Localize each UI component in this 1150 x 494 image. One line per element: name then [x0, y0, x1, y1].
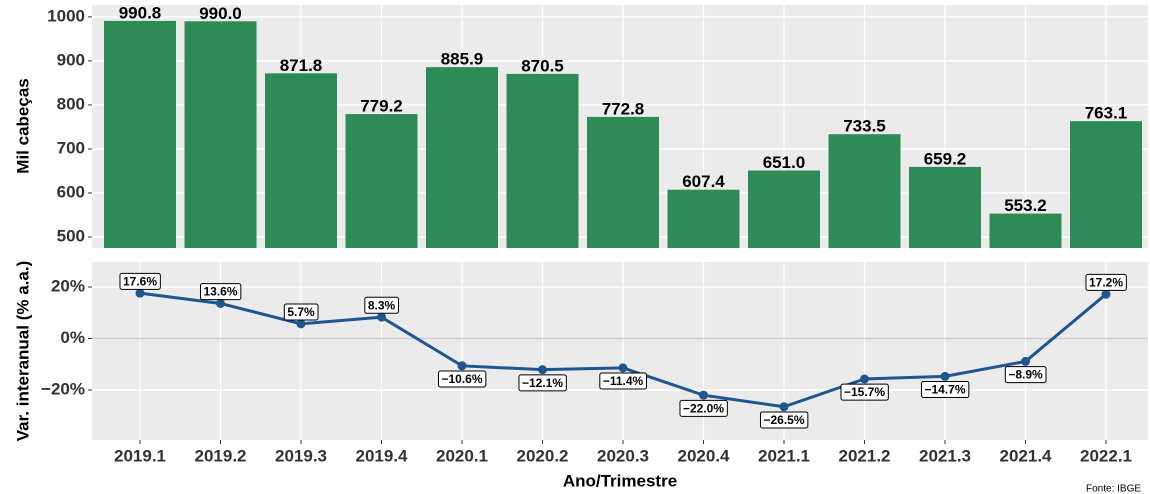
data-label: 885.9	[441, 50, 484, 69]
point	[377, 312, 386, 322]
data-label: −15.7%	[844, 385, 885, 399]
y-axis-title: Var. interanual (% a.a.)	[13, 261, 32, 441]
x-tick-label: 2019.3	[275, 446, 327, 465]
label-box	[759, 411, 809, 429]
label-box	[199, 283, 242, 301]
data-label: 17.6%	[123, 274, 157, 288]
point	[1021, 356, 1030, 366]
bar	[667, 189, 740, 248]
y-axis-title: Mil cabeças	[13, 78, 32, 173]
y-tick-label: 500	[57, 226, 85, 245]
data-label: 871.8	[280, 56, 323, 75]
y-tick-label: 800	[57, 94, 85, 113]
y-tick-label: 700	[57, 138, 85, 157]
data-label: 607.4	[682, 172, 725, 191]
data-label: 772.8	[602, 99, 645, 118]
data-label: 733.5	[843, 117, 886, 136]
x-tick-label: 2021.3	[919, 446, 971, 465]
bar	[104, 20, 176, 249]
bar	[748, 170, 820, 248]
x-tick-label: 2020.4	[678, 446, 731, 465]
x-tick-label: 2021.1	[758, 446, 810, 465]
source: Fonte: IBGE	[1086, 484, 1141, 494]
x-tick-label: 2020.3	[597, 446, 649, 465]
point	[699, 390, 708, 400]
point	[1101, 289, 1111, 299]
bar	[1070, 121, 1142, 248]
point	[296, 319, 306, 329]
label-box	[679, 399, 728, 417]
data-label: 990.8	[119, 3, 162, 22]
label-box	[364, 296, 400, 314]
data-label: 5.7%	[287, 305, 315, 319]
y-tick-label: 900	[57, 50, 85, 69]
point	[538, 365, 547, 375]
x-tick-label: 2021.2	[839, 446, 891, 465]
bar	[989, 213, 1062, 248]
data-label: −26.5%	[763, 413, 804, 427]
data-label: −10.6%	[441, 372, 482, 386]
y-tick-label: 20%	[51, 276, 85, 295]
data-label: 870.5	[521, 56, 564, 75]
y-tick-label: −20%	[41, 380, 85, 399]
point	[216, 298, 225, 308]
x-tick-label: 2020.2	[517, 446, 569, 465]
bar	[587, 116, 659, 248]
data-label: 990.0	[199, 4, 242, 23]
label-box	[1085, 273, 1127, 291]
data-label: 659.2	[924, 149, 967, 168]
label-box	[920, 381, 970, 399]
label-box	[283, 303, 319, 321]
x-axis-title: Ano/Trimestre	[563, 471, 677, 490]
bar	[426, 67, 498, 248]
bar	[909, 166, 981, 248]
point	[618, 363, 628, 373]
data-label: −12.1%	[522, 376, 563, 390]
data-label: 8.3%	[368, 298, 396, 312]
bar	[184, 21, 257, 249]
label-box	[119, 272, 161, 290]
label-box	[437, 370, 487, 388]
data-label: 17.2%	[1089, 275, 1123, 289]
data-label: −8.9%	[1008, 368, 1043, 382]
label-box	[518, 374, 567, 392]
data-label: −22.0%	[683, 401, 724, 415]
data-label: 13.6%	[203, 285, 237, 299]
label-box	[599, 372, 648, 390]
bar	[506, 73, 579, 249]
x-tick-label: 2021.4	[1000, 446, 1053, 465]
y-tick-label: 0%	[60, 328, 85, 347]
data-label: −14.7%	[924, 383, 965, 397]
point	[779, 402, 789, 412]
point	[860, 374, 869, 384]
point	[940, 371, 950, 381]
x-tick-label: 2022.1	[1080, 446, 1132, 465]
data-label: 651.0	[763, 153, 806, 172]
bar	[265, 73, 337, 248]
x-tick-label: 2019.2	[195, 446, 247, 465]
point	[457, 361, 467, 371]
label-box	[840, 383, 889, 401]
data-label: −11.4%	[603, 374, 644, 388]
bar	[345, 114, 418, 248]
x-tick-label: 2019.1	[114, 446, 166, 465]
bottom-panel	[92, 262, 1148, 440]
bar	[828, 134, 901, 248]
y-tick-label: 600	[57, 182, 85, 201]
y-tick-label: 1000	[47, 6, 85, 25]
point	[135, 288, 145, 298]
x-tick-label: 2019.4	[356, 446, 409, 465]
x-tick-label: 2020.1	[436, 446, 488, 465]
label-box	[1004, 366, 1047, 384]
data-label: 553.2	[1004, 196, 1047, 215]
data-label: 779.2	[360, 97, 403, 116]
data-label: 763.1	[1085, 104, 1128, 123]
